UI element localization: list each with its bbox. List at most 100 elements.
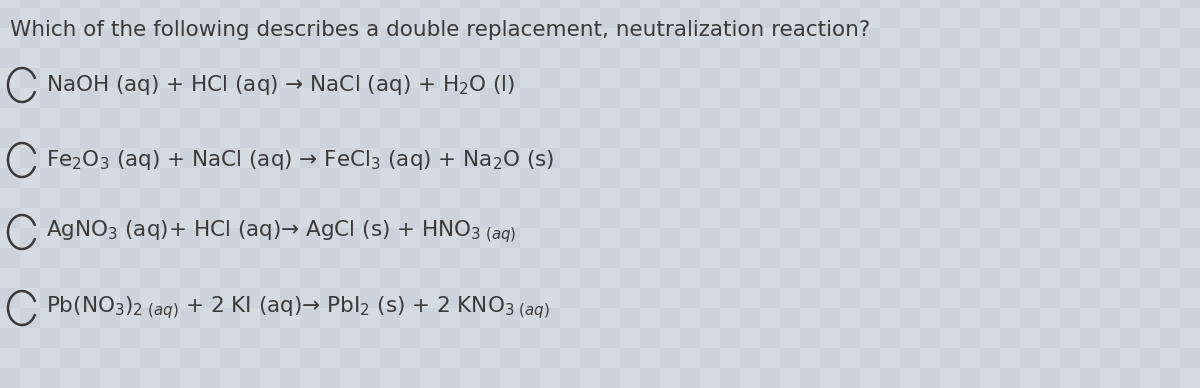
- Bar: [820, 28, 840, 48]
- Bar: [940, 268, 960, 288]
- Bar: [500, 368, 520, 388]
- Bar: [1080, 248, 1100, 268]
- Bar: [580, 148, 600, 168]
- Bar: [600, 308, 620, 328]
- Bar: [800, 88, 820, 108]
- Bar: [260, 0, 280, 8]
- Bar: [1180, 8, 1200, 28]
- Bar: [560, 268, 580, 288]
- Bar: [220, 308, 240, 328]
- Bar: [480, 328, 500, 348]
- Bar: [1080, 148, 1100, 168]
- Bar: [300, 8, 320, 28]
- Bar: [520, 68, 540, 88]
- Bar: [780, 328, 800, 348]
- Bar: [20, 108, 40, 128]
- Bar: [1040, 268, 1060, 288]
- Bar: [600, 248, 620, 268]
- Bar: [540, 228, 560, 248]
- Bar: [1120, 28, 1140, 48]
- Bar: [1040, 0, 1060, 8]
- Bar: [700, 268, 720, 288]
- Bar: [460, 288, 480, 308]
- Bar: [380, 328, 400, 348]
- Bar: [980, 208, 1000, 228]
- Bar: [140, 108, 160, 128]
- Bar: [700, 308, 720, 328]
- Bar: [1020, 208, 1040, 228]
- Bar: [60, 8, 80, 28]
- Bar: [940, 168, 960, 188]
- Bar: [840, 208, 860, 228]
- Bar: [580, 308, 600, 328]
- Bar: [980, 308, 1000, 328]
- Bar: [600, 128, 620, 148]
- Bar: [100, 308, 120, 328]
- Bar: [440, 368, 460, 388]
- Bar: [280, 208, 300, 228]
- Bar: [920, 168, 940, 188]
- Bar: [300, 88, 320, 108]
- Text: AgNO$_3$ (aq)+ HCl (aq)→ AgCl (s) + HNO$_{3\ (aq)}$: AgNO$_3$ (aq)+ HCl (aq)→ AgCl (s) + HNO$…: [46, 218, 516, 245]
- Bar: [620, 28, 640, 48]
- Bar: [340, 248, 360, 268]
- Bar: [760, 168, 780, 188]
- Bar: [20, 348, 40, 368]
- Bar: [140, 0, 160, 8]
- Bar: [1160, 8, 1180, 28]
- Bar: [420, 108, 440, 128]
- Bar: [0, 28, 20, 48]
- Bar: [280, 8, 300, 28]
- Bar: [660, 368, 680, 388]
- Bar: [780, 368, 800, 388]
- Bar: [740, 228, 760, 248]
- Bar: [1160, 348, 1180, 368]
- Bar: [1100, 88, 1120, 108]
- Bar: [740, 68, 760, 88]
- Bar: [140, 268, 160, 288]
- Bar: [300, 0, 320, 8]
- Bar: [960, 268, 980, 288]
- Bar: [40, 8, 60, 28]
- Bar: [820, 208, 840, 228]
- Bar: [880, 128, 900, 148]
- Bar: [720, 48, 740, 68]
- Bar: [640, 128, 660, 148]
- Bar: [0, 8, 20, 28]
- Bar: [1180, 0, 1200, 8]
- Bar: [1180, 208, 1200, 228]
- Bar: [240, 28, 260, 48]
- Bar: [820, 348, 840, 368]
- Bar: [200, 8, 220, 28]
- Bar: [1140, 328, 1160, 348]
- Bar: [460, 188, 480, 208]
- Bar: [960, 0, 980, 8]
- Bar: [560, 228, 580, 248]
- Bar: [600, 208, 620, 228]
- Bar: [220, 28, 240, 48]
- Bar: [620, 328, 640, 348]
- Bar: [600, 228, 620, 248]
- Bar: [1000, 328, 1020, 348]
- Bar: [680, 128, 700, 148]
- Bar: [1080, 68, 1100, 88]
- Bar: [360, 128, 380, 148]
- Bar: [180, 0, 200, 8]
- Bar: [320, 108, 340, 128]
- Bar: [480, 248, 500, 268]
- Bar: [580, 28, 600, 48]
- Bar: [1080, 208, 1100, 228]
- Bar: [460, 368, 480, 388]
- Bar: [480, 268, 500, 288]
- Bar: [540, 148, 560, 168]
- Bar: [100, 228, 120, 248]
- Bar: [1160, 168, 1180, 188]
- Bar: [1080, 0, 1100, 8]
- Bar: [240, 108, 260, 128]
- Bar: [120, 188, 140, 208]
- Bar: [180, 168, 200, 188]
- Bar: [1160, 308, 1180, 328]
- Bar: [860, 28, 880, 48]
- Bar: [1120, 168, 1140, 188]
- Bar: [640, 28, 660, 48]
